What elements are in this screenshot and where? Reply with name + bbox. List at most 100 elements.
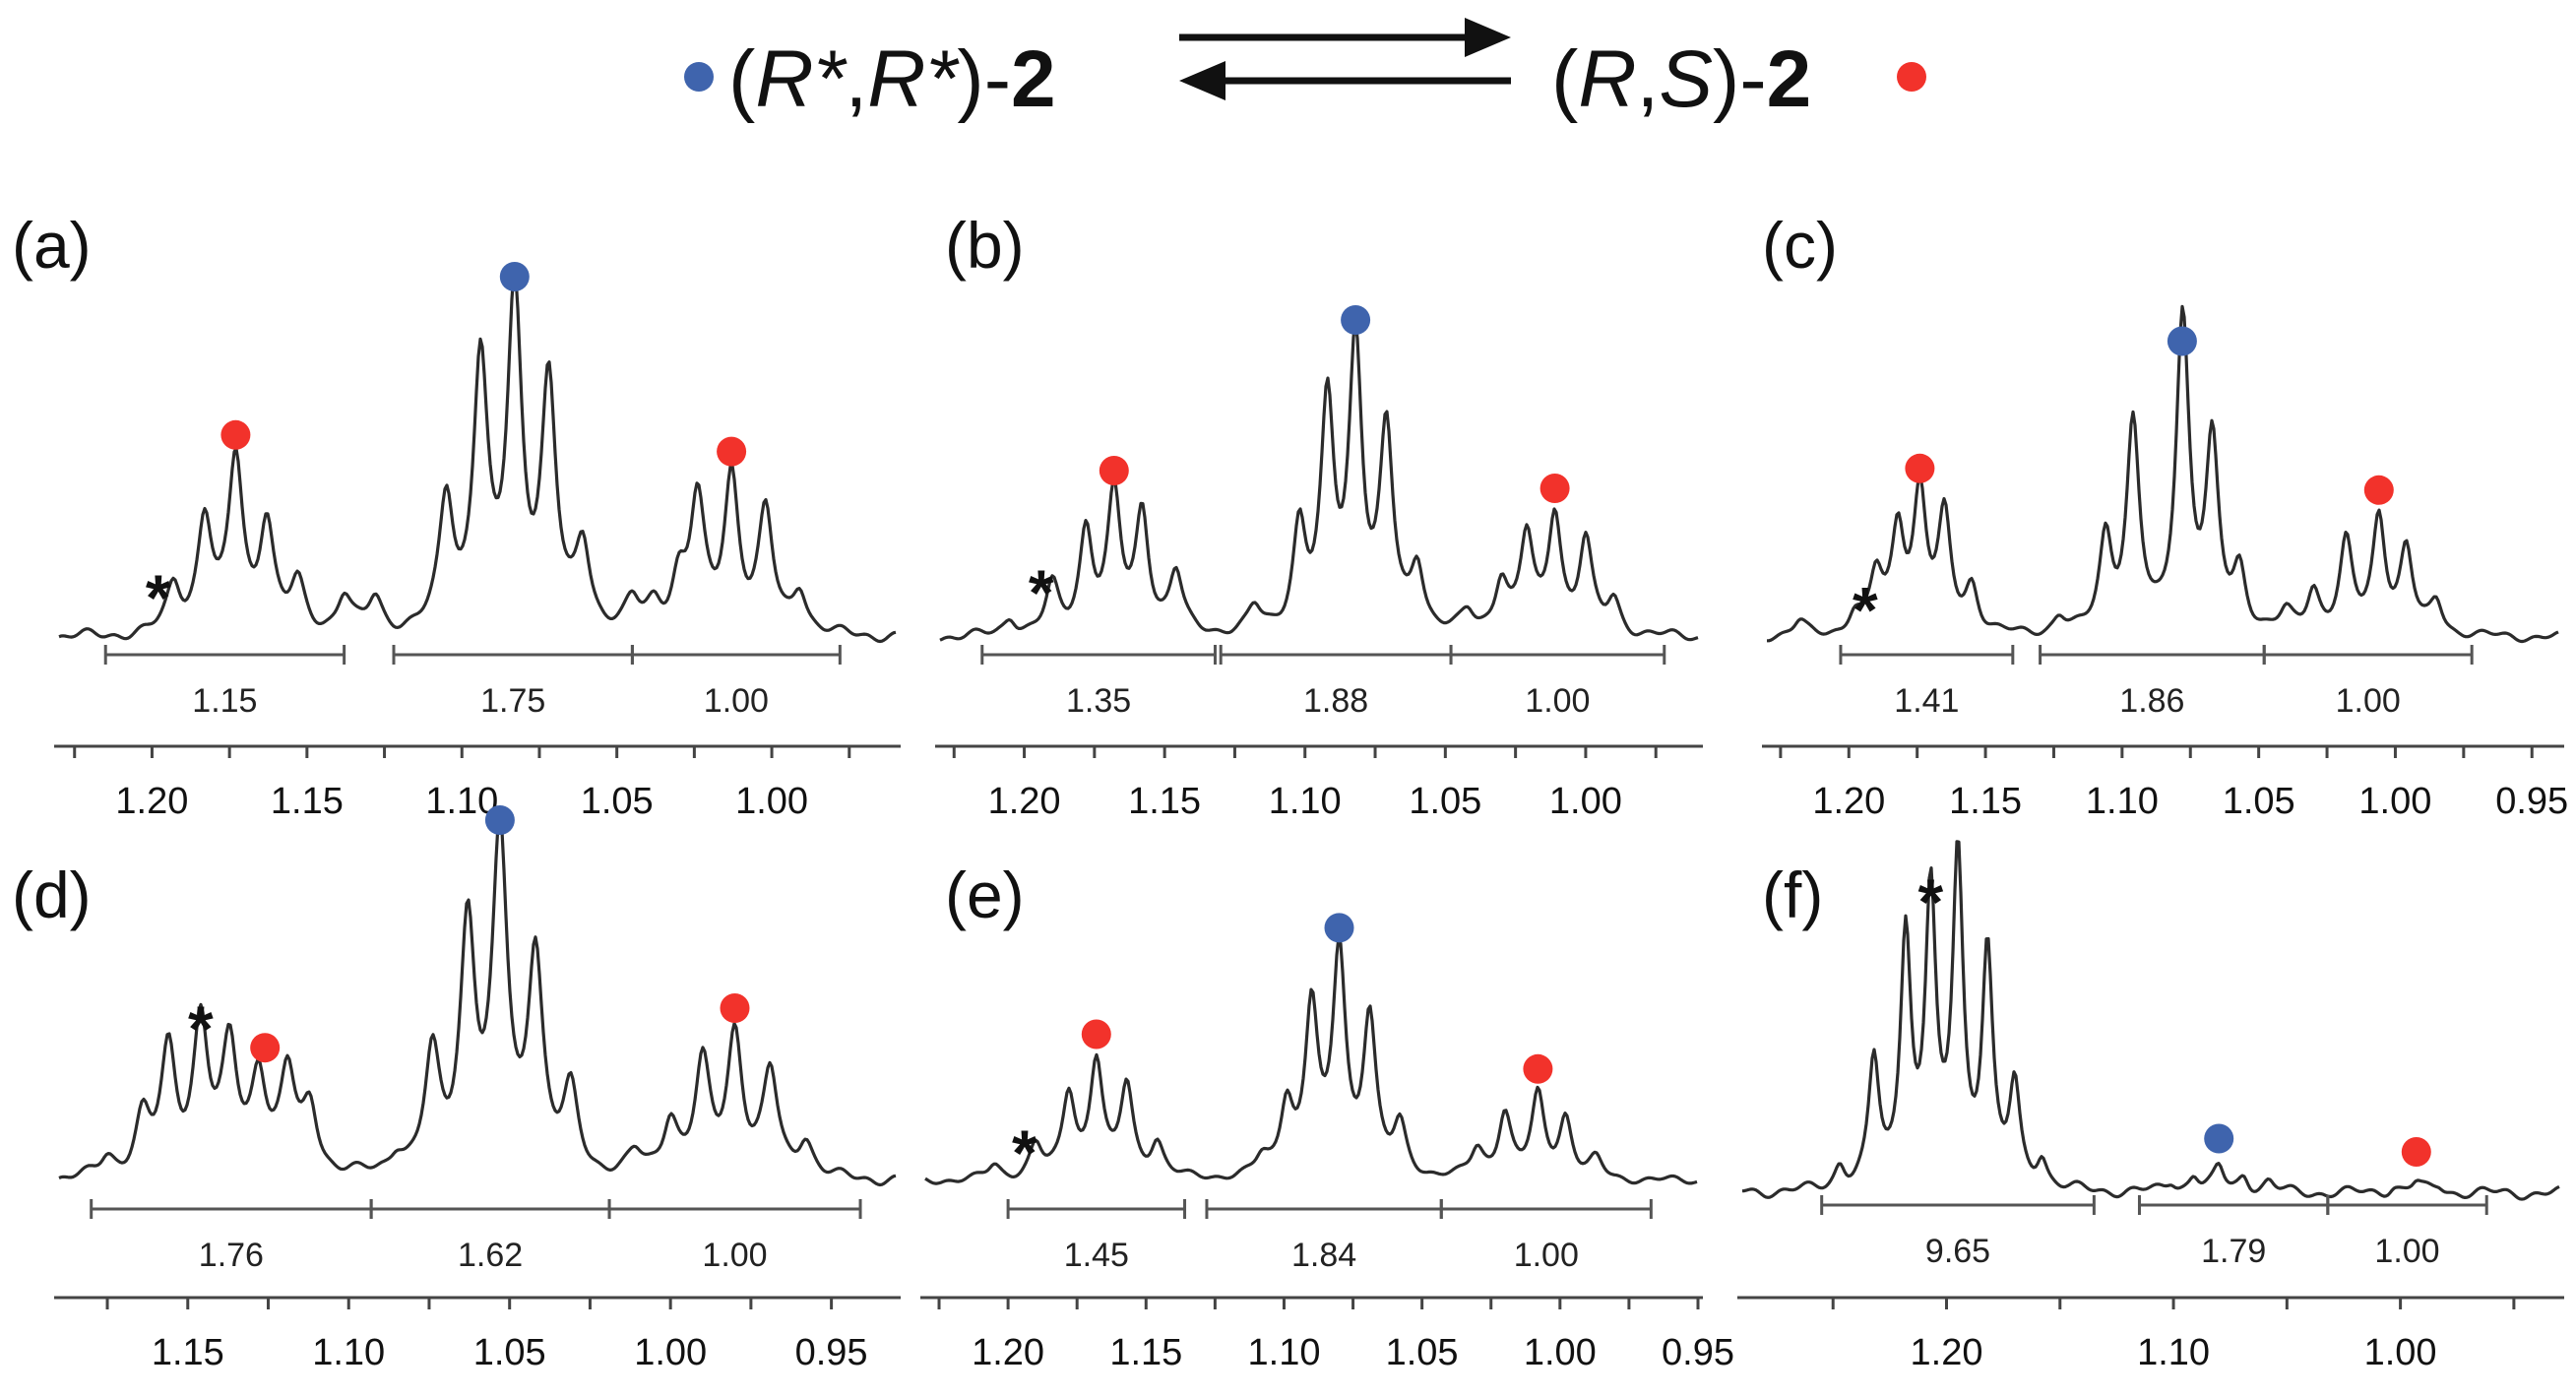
panel-label: (d) [12,858,92,931]
integral-label: 1.00 [704,682,769,720]
axis-tick-label: 1.15 [1128,781,1201,822]
asterisk-marker: * [188,992,214,1065]
red-marker [717,436,747,467]
integral-label: 1.00 [1514,1237,1579,1274]
integral-bar [103,645,346,665]
axis-tick-label: 1.20 [1911,1332,1983,1373]
axis-tick-label: 1.05 [473,1332,546,1373]
integral-bar [607,1199,862,1219]
spectrum-trace [924,934,1698,1185]
spectrum-panel: (f) * 9.65 1.79 1.00 1.20 1.10 1.00 [1737,840,2564,1373]
integral-label: 1.62 [458,1237,523,1274]
asterisk-marker: * [1918,865,1944,938]
axis-tick-label: 1.05 [581,781,654,822]
spectrum-trace [58,811,897,1187]
axis-tick-label: 1.00 [1524,1332,1597,1373]
spectrum-trace [1741,840,2560,1201]
axis-tick-label: 1.10 [1248,1332,1321,1373]
asterisk-marker: * [1029,556,1054,629]
axis-tick-label: 1.00 [2358,781,2431,822]
red-marker [2363,475,2394,505]
integral-bar [1205,1199,1443,1219]
integral-label: 1.75 [480,682,545,720]
integral-bar [1006,1199,1187,1219]
red-marker [2401,1137,2431,1167]
integral-label: 1.00 [2336,682,2401,720]
red-marker [1523,1053,1553,1084]
axis-tick-label: 0.95 [2495,781,2568,822]
integral-bar [2262,645,2474,665]
spectrum-panel: (c) * 1.41 1.86 1.00 1.20 1.15 1.10 1.05 1.00 0.95 [1762,209,2568,822]
red-marker [1081,1019,1111,1049]
red-marker [220,419,251,450]
axis-tick-label: 0.95 [1662,1332,1734,1373]
axis-tick-label: 1.00 [2364,1332,2437,1373]
integral-label: 1.76 [199,1237,264,1274]
red-marker [250,1033,281,1063]
red-marker [1539,474,1570,503]
red-marker [1905,453,1935,483]
asterisk-marker: * [146,561,171,634]
integral-bar [980,645,1217,665]
integral-bar [2326,1195,2488,1215]
asterisk-marker: * [1853,574,1878,647]
integral-bar [1219,645,1453,665]
integral-label: 1.00 [1525,682,1590,720]
integral-label: 1.88 [1303,682,1368,720]
integral-label: 1.00 [2374,1233,2439,1270]
axis-tick-label: 1.05 [2223,781,2295,822]
spectrum-panel: (b) * 1.35 1.88 1.00 1.20 1.15 1.10 1.05 1.00 [935,209,1703,822]
right-species-label: (R,S)-2 [1551,34,1811,124]
axis-tick-label: 1.20 [972,1332,1044,1373]
spectrum-trace [939,319,1699,642]
spectrum-panel: (a)*1.15 1.75 1.001.20 1.15 1.10 1.05 1.00 [12,209,901,822]
axis-tick-label: 1.10 [1269,781,1342,822]
integral-label: 1.86 [2119,682,2184,720]
axis-tick-label: 1.00 [634,1332,707,1373]
axis-tick-label: 1.15 [152,1332,224,1373]
axis-tick-label: 1.05 [1409,781,1481,822]
blue-marker [499,262,530,291]
spectrum-trace [1767,304,2559,644]
panel-label: (b) [945,209,1025,282]
integral-bar [630,645,842,665]
axis-tick-label: 1.10 [312,1332,385,1373]
panel-label: (f) [1762,858,1823,931]
integral-bar [369,1199,611,1219]
spectrum-trace [58,270,897,644]
blue-marker [484,805,515,835]
panel-label: (e) [945,858,1025,931]
spectrum-panel: (e) * 1.45 1.84 1.00 1.20 1.15 1.10 1.05 1.00 0.95 [920,858,1734,1373]
red-marker-header [1897,62,1926,92]
axis-tick-label: 1.00 [735,781,808,822]
left-species-label: (R*,R*)-2 [728,34,1056,124]
axis-tick-label: 1.15 [271,781,344,822]
integral-label: 1.15 [192,682,257,720]
panel-label: (a) [12,209,92,282]
integral-label: 1.79 [2201,1233,2266,1270]
spectra-panels: (a) * 1.15 1.75 1.00 1.20 1.15 1.10 1.05 1.00 (b) *… [12,209,2568,1373]
integral-label: 1.45 [1064,1237,1129,1274]
integral-bar [1820,1195,2096,1215]
blue-marker [1324,913,1354,943]
blue-marker [1341,305,1371,335]
integral-label: 1.00 [702,1237,767,1274]
spectrum-panel: (d) * 1.76 1.62 1.00 1.15 1.10 1.05 1.00 0.95 [12,805,901,1373]
integral-bar [1449,645,1666,665]
integral-label: 1.35 [1066,682,1131,720]
equilibrium-arrows-icon [1179,18,1511,100]
axis-tick-label: 1.15 [1109,1332,1182,1373]
axis-tick-label: 1.10 [2137,1332,2210,1373]
blue-marker [2204,1123,2234,1154]
axis-tick-label: 1.20 [1812,781,1885,822]
integral-bar [1839,645,2015,665]
header-equation: (R*,R*)-2 (R,S)-2 [684,18,1926,124]
panel-label: (c) [1762,209,1838,282]
integral-bar [2137,1195,2330,1215]
integral-bar [392,645,634,665]
integral-bar [90,1199,373,1219]
axis-tick-label: 1.05 [1386,1332,1459,1373]
integral-bar [2039,645,2266,665]
blue-marker [2167,326,2197,356]
